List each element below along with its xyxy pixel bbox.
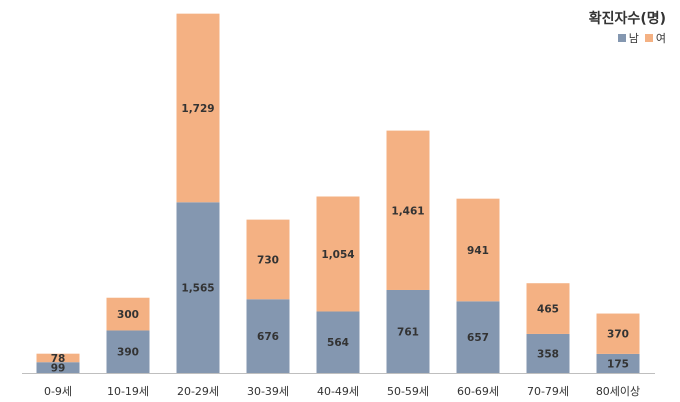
data-label-male-1: 390 — [117, 347, 139, 359]
data-label-male-8: 175 — [607, 358, 629, 370]
data-label-female-6: 941 — [467, 245, 489, 257]
data-label-male-5: 761 — [397, 326, 419, 338]
data-label-female-3: 730 — [257, 254, 279, 266]
legend-title: 확진자수(명) — [588, 11, 666, 27]
legend-label-male: 남 — [628, 32, 639, 45]
bar-female-5 — [386, 130, 430, 290]
x-tick-label-8: 80세이상 — [596, 385, 640, 398]
data-label-female-2: 1,729 — [181, 103, 214, 115]
legend-swatch-male — [617, 34, 626, 42]
data-label-female-7: 465 — [537, 304, 559, 316]
bar-male-7 — [526, 333, 570, 373]
bar-male-6 — [456, 301, 500, 373]
data-label-male-7: 358 — [537, 348, 559, 360]
x-tick-label-5: 50-59세 — [387, 385, 429, 398]
data-label-male-2: 1,565 — [181, 283, 214, 295]
x-tick-label-3: 30-39세 — [247, 385, 289, 398]
bar-female-0 — [36, 353, 80, 363]
bar-female-2 — [176, 13, 220, 203]
bar-female-3 — [246, 219, 290, 300]
x-tick-label-6: 60-69세 — [457, 385, 499, 398]
bar-male-8 — [596, 353, 640, 373]
legend-item-female: 여 — [644, 30, 666, 46]
x-tick-label-4: 40-49세 — [317, 385, 359, 398]
bar-male-3 — [246, 299, 290, 373]
data-label-male-6: 657 — [467, 332, 489, 344]
data-label-female-5: 1,461 — [391, 205, 424, 217]
x-tick-label-7: 70-79세 — [527, 385, 569, 398]
bar-female-1 — [106, 297, 150, 331]
data-label-male-0: 99 — [51, 363, 66, 375]
bar-male-1 — [106, 330, 150, 373]
bar-female-4 — [316, 196, 360, 312]
data-label-male-4: 564 — [327, 337, 349, 349]
legend-swatch-female — [644, 34, 653, 42]
data-label-female-8: 370 — [607, 329, 629, 341]
data-label-male-3: 676 — [257, 331, 279, 343]
bar-male-2 — [176, 202, 220, 373]
legend-item-male: 남 — [617, 30, 639, 46]
legend-label-female: 여 — [655, 32, 666, 45]
bar-female-7 — [526, 283, 570, 334]
x-tick-label-0: 0-9세 — [44, 385, 72, 398]
legend: 남 여 — [617, 30, 666, 46]
x-tick-label-2: 20-29세 — [177, 385, 219, 398]
bar-female-6 — [456, 198, 500, 302]
bar-male-5 — [386, 289, 430, 373]
data-label-female-4: 1,054 — [321, 249, 354, 261]
bar-male-4 — [316, 311, 360, 373]
bar-female-8 — [596, 313, 640, 354]
bar-male-0 — [36, 362, 80, 373]
x-tick-label-1: 10-19세 — [107, 385, 149, 398]
data-label-female-1: 300 — [117, 309, 139, 321]
data-label-female-0: 78 — [51, 353, 66, 365]
